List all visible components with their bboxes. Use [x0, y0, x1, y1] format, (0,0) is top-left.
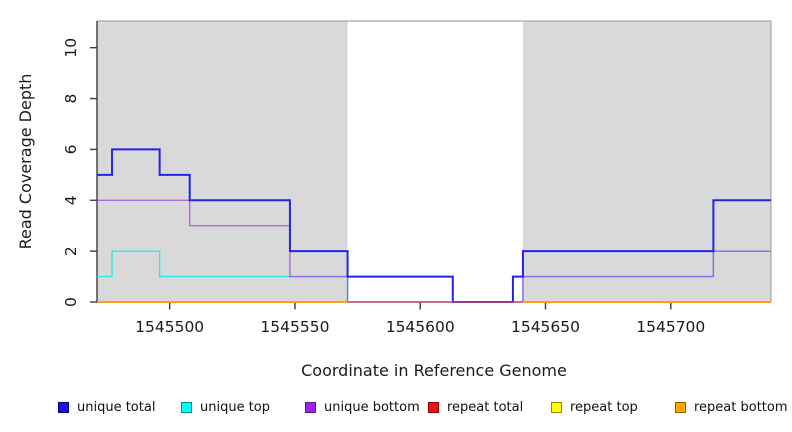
y-tick-label: 4 — [62, 195, 80, 205]
legend-item-repeat-bottom: repeat bottom — [675, 397, 788, 417]
legend-label: unique bottom — [324, 399, 420, 415]
x-tick-label: 1545700 — [636, 318, 705, 336]
series-unique-bottom — [97, 199, 771, 303]
x-tick-label: 1545600 — [386, 318, 455, 336]
legend-label: repeat total — [447, 399, 524, 415]
x-tick-label: 1545650 — [511, 318, 580, 336]
legend-swatch-icon — [305, 401, 316, 413]
legend-swatch-icon — [428, 401, 439, 413]
plot-area: 0 2 4 6 8 10 1545500 1545550 1545600 1545650 15457… — [16, 20, 772, 380]
legend-label: unique total — [77, 399, 156, 415]
legend-item-unique-top: unique top — [181, 397, 270, 417]
legend-item-repeat-total: repeat total — [428, 397, 523, 417]
y-axis-title: Read Coverage Depth — [16, 74, 35, 250]
masked-region-0 — [97, 21, 348, 302]
y-tick-label: 6 — [62, 144, 80, 154]
x-axis-title: Coordinate in Reference Genome — [301, 361, 567, 380]
x-tick-label: 1545500 — [135, 318, 204, 336]
legend-label: unique top — [200, 399, 271, 415]
legend-swatch-icon — [551, 401, 562, 413]
legend-item-repeat-top: repeat top — [551, 397, 638, 417]
legend: unique total unique top unique bottom repea… — [0, 397, 792, 421]
legend-swatch-icon — [181, 401, 192, 413]
legend-label: repeat bottom — [694, 399, 788, 415]
legend-label: repeat top — [570, 399, 638, 415]
legend-swatch-icon — [675, 401, 686, 413]
series-unique-total — [97, 148, 771, 303]
legend-item-unique-total: unique total — [58, 397, 155, 417]
y-tick-label: 10 — [62, 38, 80, 58]
y-tick-label: 0 — [62, 297, 80, 307]
legend-item-unique-bottom: unique bottom — [305, 397, 420, 417]
masked-region-1 — [522, 21, 771, 302]
x-tick-label: 1545550 — [260, 318, 329, 336]
y-tick-label: 8 — [62, 94, 80, 104]
y-tick-label: 2 — [62, 246, 80, 256]
legend-swatch-icon — [58, 401, 69, 413]
